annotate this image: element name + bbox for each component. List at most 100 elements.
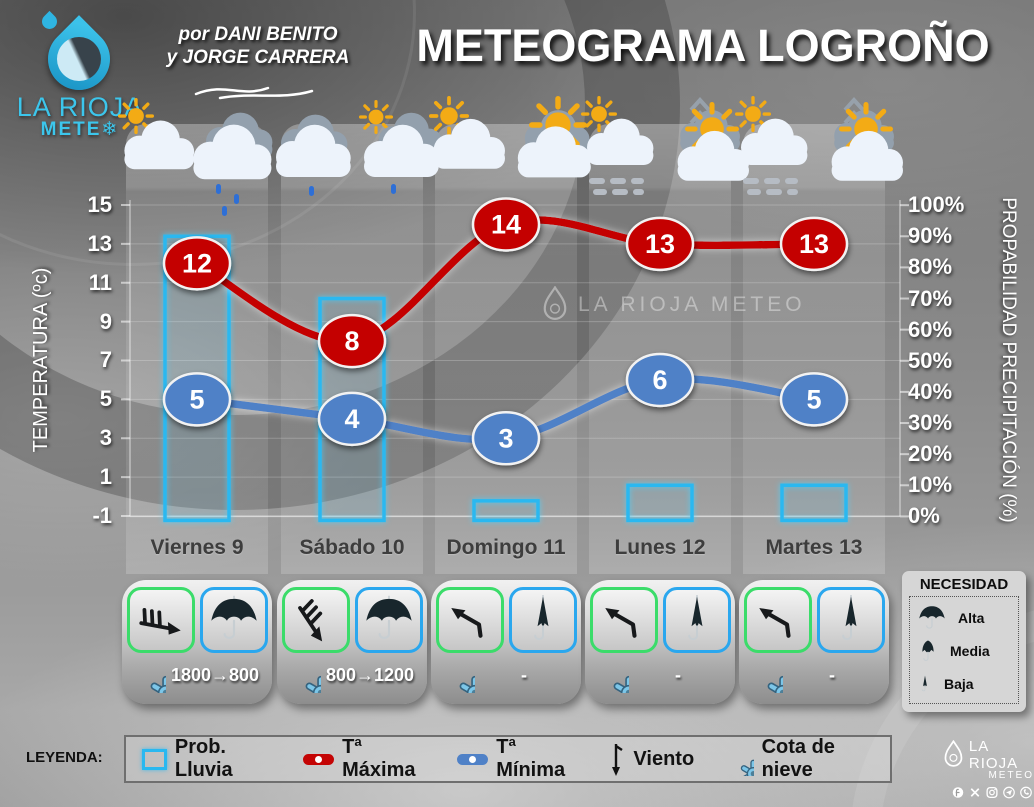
- telegram-icon[interactable]: [1003, 786, 1015, 799]
- credit-line1: por DANI BENITO: [178, 24, 338, 45]
- legend-item-prob-lluvia: Prob. Lluvia: [142, 736, 273, 782]
- necesidad-key: NECESIDAD Alta Media Baja: [902, 571, 1026, 712]
- rain-tick: 0%: [908, 503, 940, 528]
- umbrella-closed-icon: [826, 595, 876, 645]
- footer-brand-name: LA RIOJA: [968, 738, 1019, 772]
- wind-arrow-northwest-icon: [600, 596, 648, 644]
- snow-level-value: 800→1200: [325, 664, 415, 685]
- umbrella-closed-icon: [672, 595, 722, 645]
- footer-brand-sub: METEO: [988, 770, 1034, 781]
- snowflake-icon: [130, 657, 166, 693]
- rain-tick: 90%: [908, 223, 953, 248]
- umbrella-half-icon: [916, 636, 940, 666]
- social-icons: [952, 786, 1032, 799]
- necesidad-item-label: Media: [950, 642, 990, 659]
- umbrella-box: [508, 587, 577, 653]
- umbrella-open-icon: [209, 595, 259, 645]
- temp-tick: -1: [92, 503, 112, 528]
- rain-bar-swatch-icon: [142, 748, 167, 770]
- umbrella-box: [199, 587, 268, 653]
- wind-glyph-icon: [612, 744, 624, 776]
- weather-icons-viernes: [118, 98, 273, 216]
- footer-brand: LA RIOJA METEO: [942, 738, 1034, 781]
- legend-item-temp-min: Tª Mínima: [457, 736, 577, 782]
- snowflake-icon: [593, 657, 629, 693]
- necesidad-title: NECESIDAD: [919, 576, 1009, 593]
- snowflake-icon: [285, 657, 321, 693]
- wind-box: [435, 587, 504, 653]
- rain-tick: 50%: [908, 348, 953, 373]
- necesidad-item-label: Alta: [958, 609, 985, 626]
- necesidad-box: Alta Media Baja: [909, 596, 1019, 704]
- wind-arrow-northwest-icon: [754, 596, 802, 644]
- weather-icons-lunes: [581, 96, 749, 195]
- wind-barb-southeast-icon: [282, 586, 350, 654]
- watermark-drop-icon: [540, 286, 570, 324]
- watermark: LA RIOJA METEO: [540, 286, 806, 324]
- day-detail-panel: -: [431, 580, 581, 704]
- day-label: Lunes 12: [614, 536, 706, 559]
- snow-level-value: -: [675, 664, 681, 685]
- umbrella-box: [816, 587, 885, 653]
- snowflake-icon: [439, 657, 475, 693]
- wind-box: [126, 587, 195, 653]
- umbrella-closed-icon: [518, 595, 568, 645]
- necesidad-item-label: Baja: [944, 675, 974, 692]
- day-detail-panel: 800→1200: [277, 580, 427, 704]
- x-icon[interactable]: [969, 786, 981, 799]
- temp-max-swatch-icon: [303, 753, 335, 765]
- legend-box: Prob. Lluvia Tª Máxima Tª Mínima Viento …: [124, 735, 892, 783]
- day-label: Domingo 11: [446, 536, 566, 559]
- temp-tick: 11: [88, 270, 112, 295]
- rain-tick: 30%: [908, 410, 953, 435]
- legend-title: LEYENDA:: [26, 749, 103, 766]
- temp-tick: 1: [99, 464, 112, 489]
- snowflake-icon: [724, 742, 753, 776]
- footer-drop-icon: [942, 738, 965, 772]
- whatsapp-icon[interactable]: [1020, 786, 1032, 799]
- right-axis-title: PROPABILIDAD PRECIPITACIÓN (%): [998, 197, 1019, 523]
- day-detail-panel: -: [739, 580, 889, 704]
- temp-tick: 3: [99, 425, 112, 450]
- day-label: Viernes 9: [150, 536, 244, 559]
- rain-tick: 40%: [908, 379, 953, 404]
- temp-tick: 9: [99, 309, 112, 334]
- instagram-icon[interactable]: [986, 786, 998, 799]
- weather-icons-domingo: [429, 96, 591, 178]
- wind-box: [589, 587, 658, 653]
- legend-item-cota-nieve: Cota de nieve: [724, 736, 874, 782]
- temp-min-swatch-icon: [457, 753, 489, 765]
- snowflake-icon: [747, 657, 783, 693]
- weather-icons-martes: [735, 96, 903, 195]
- umbrella-box: [662, 587, 731, 653]
- brand-subname: METE❄: [40, 119, 120, 140]
- umbrella-open-icon: [916, 604, 948, 632]
- umbrella-box: [354, 587, 423, 653]
- wind-box: [743, 587, 812, 653]
- wind-arrow-northwest-icon: [446, 596, 494, 644]
- rain-tick: 70%: [908, 286, 953, 311]
- signature-squiggle-icon: [194, 86, 314, 100]
- temp-tick: 13: [87, 231, 112, 256]
- author-credit: por DANI BENITO y JORGE CARRERA: [158, 24, 358, 70]
- rain-tick: 60%: [908, 317, 953, 342]
- rain-tick: 20%: [908, 441, 953, 466]
- credit-line2: y JORGE CARRERA: [166, 46, 350, 68]
- facebook-icon[interactable]: [952, 786, 964, 799]
- day-label: Martes 13: [765, 536, 863, 559]
- day-detail-panel: 1800→800: [122, 580, 272, 704]
- page-title: METEOGRAMA LOGROÑO: [416, 20, 990, 71]
- snow-level-value: -: [521, 664, 527, 685]
- rain-tick: 80%: [908, 254, 953, 279]
- wind-barb-east-icon: [135, 594, 186, 645]
- wind-box: [281, 586, 350, 654]
- weather-icons-sabado: [276, 100, 442, 196]
- rain-tick: 10%: [908, 472, 953, 497]
- temp-tick: 15: [87, 192, 112, 217]
- rain-tick: 100%: [908, 192, 965, 217]
- watermark-text: LA RIOJA METEO: [578, 293, 806, 316]
- temp-tick: 7: [99, 347, 112, 372]
- snow-level-value: -: [829, 664, 835, 685]
- day-detail-panel: -: [585, 580, 735, 704]
